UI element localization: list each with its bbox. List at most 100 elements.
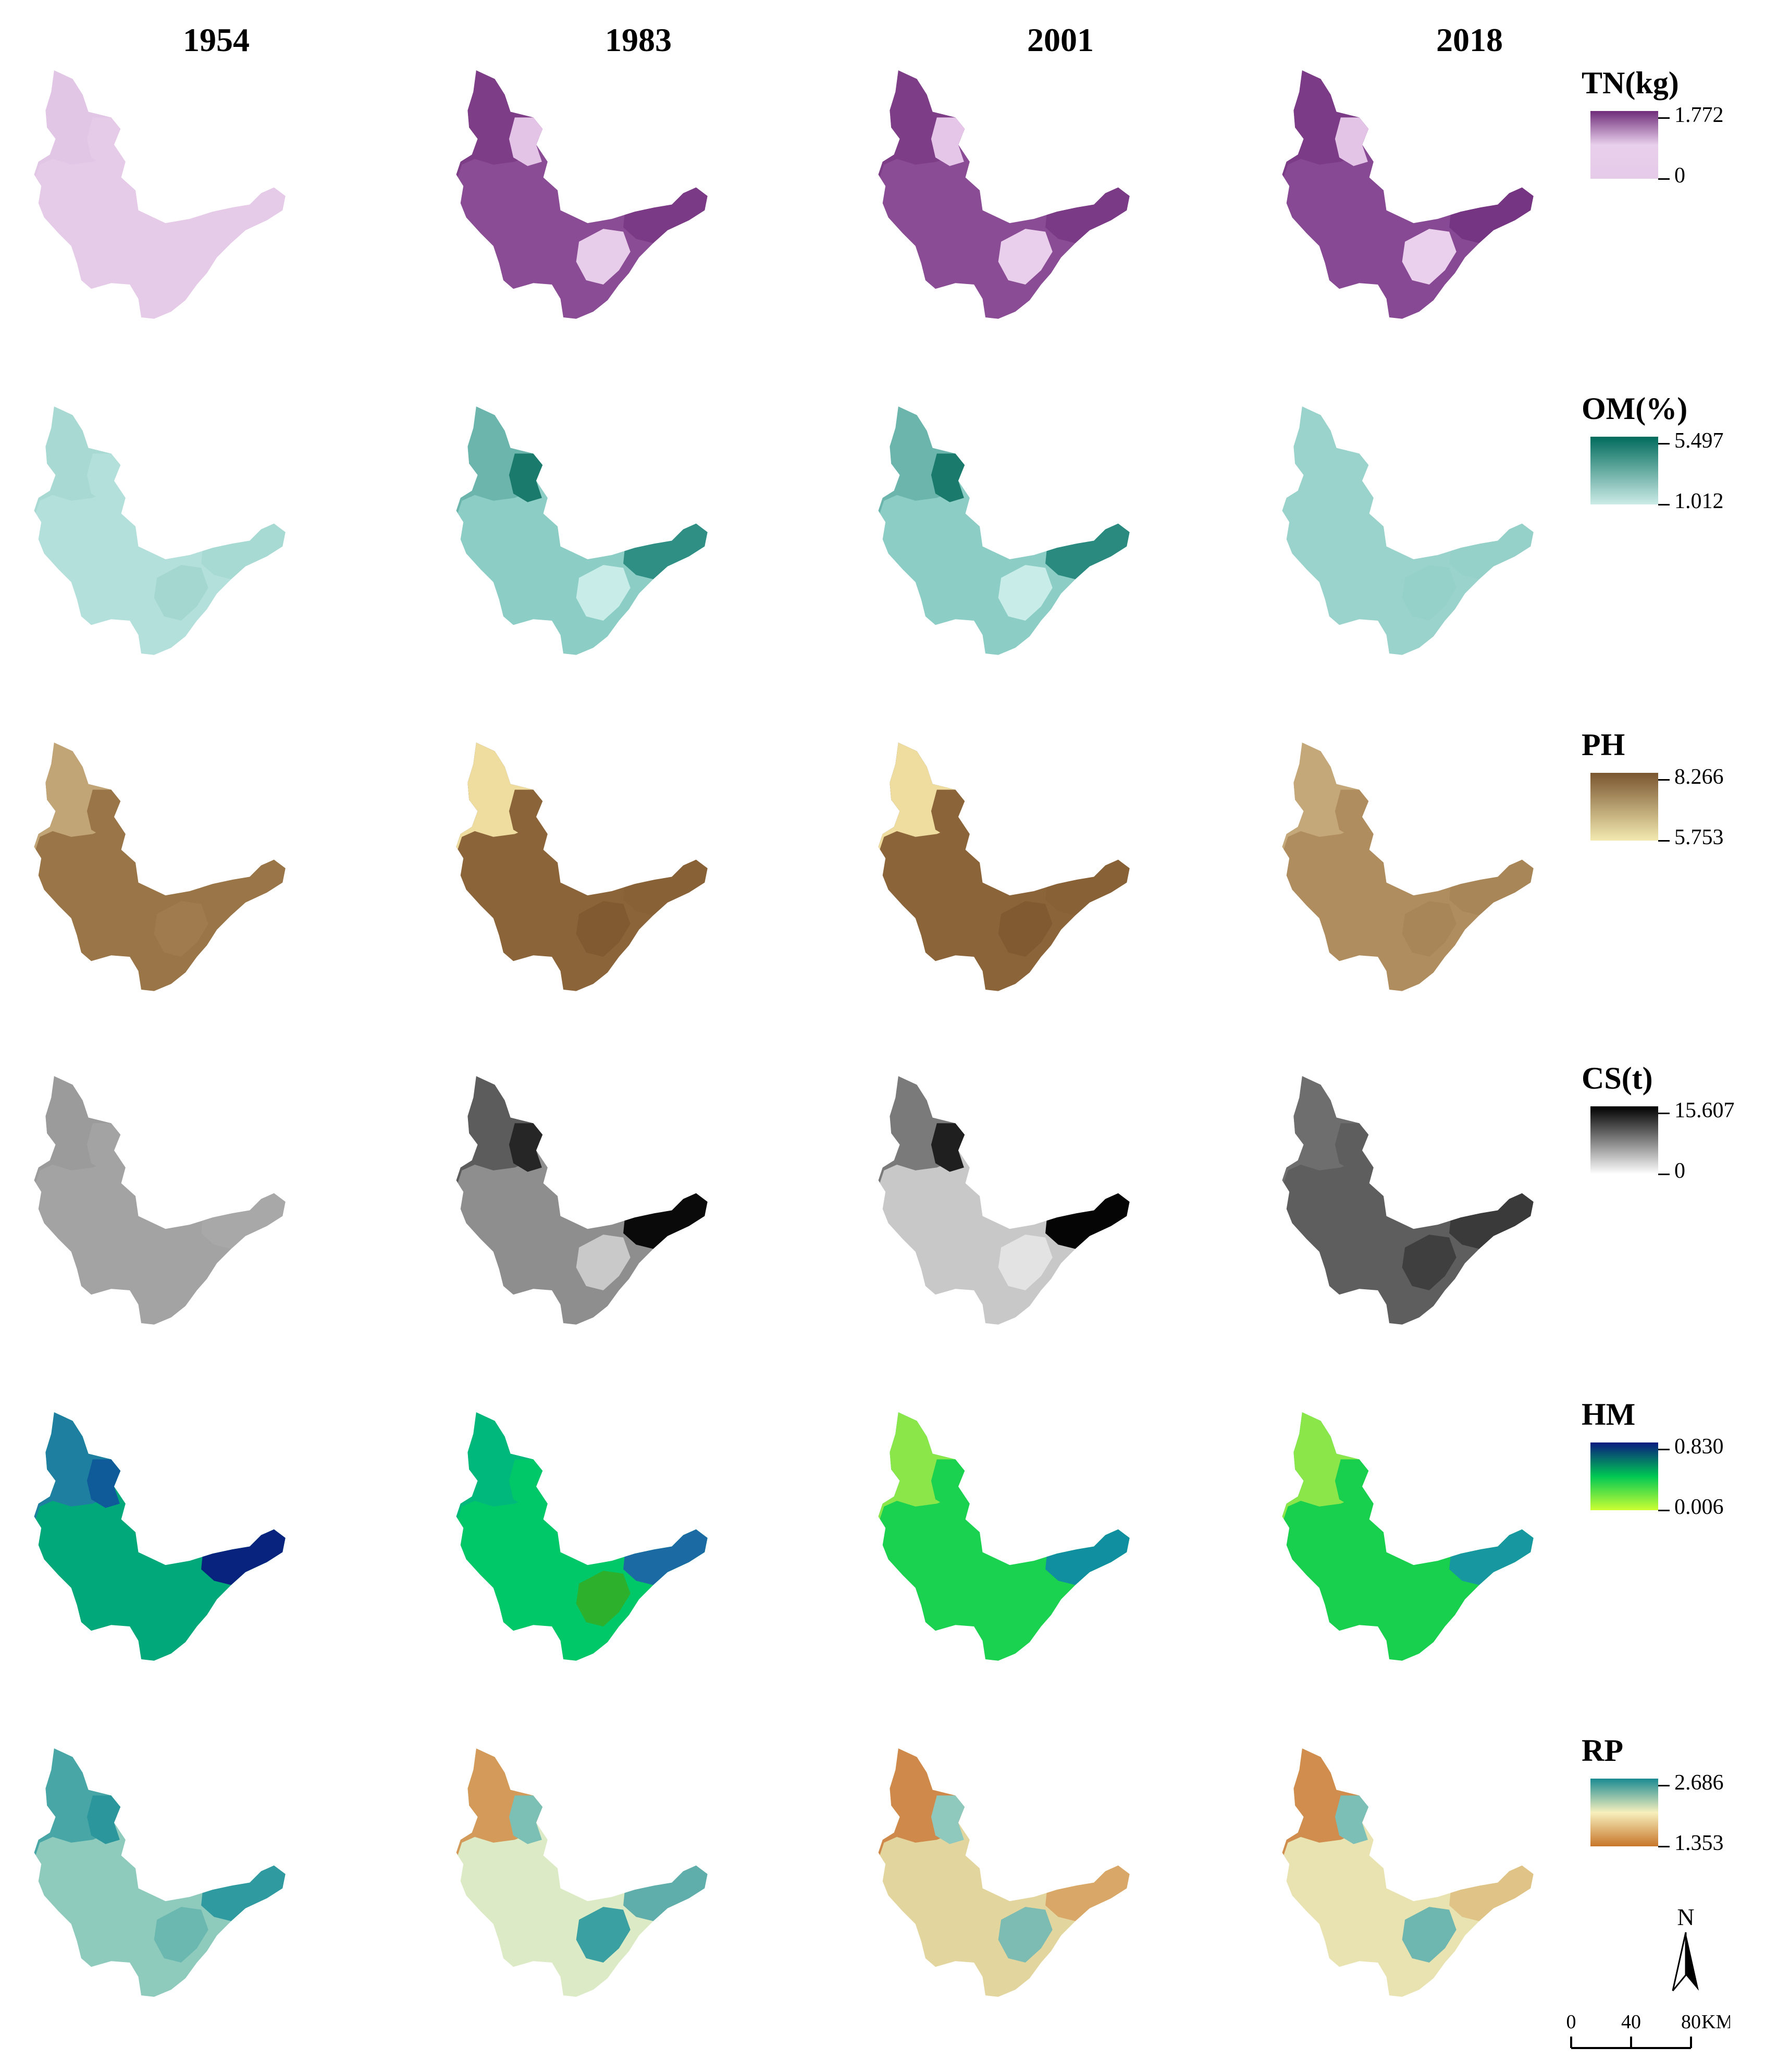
region-east (623, 1193, 708, 1249)
region-south (998, 565, 1053, 621)
legend-color-ramp (1590, 1106, 1658, 1174)
region-core (1335, 1123, 1369, 1172)
region-south (154, 1907, 208, 1963)
region-south (1402, 901, 1457, 957)
map-cs-1954 (34, 1076, 286, 1325)
legend-max-label: 0.830 (1674, 1435, 1724, 1459)
region-core (1335, 1459, 1369, 1508)
legend-tick-max (1658, 1113, 1670, 1114)
region-east (1449, 187, 1534, 243)
north-arrow-right-half (1686, 1932, 1699, 1991)
region-core (509, 453, 543, 502)
map-tn-2018 (1282, 70, 1534, 319)
region-south (998, 1235, 1053, 1290)
region-core (931, 790, 965, 838)
region-core (931, 1123, 965, 1172)
region-east (1045, 1865, 1130, 1921)
region-core (509, 1123, 543, 1172)
region-core (1335, 1795, 1369, 1844)
region-south (154, 1571, 208, 1626)
region-south (576, 565, 631, 621)
legend-title: TN(kg) (1582, 66, 1679, 100)
region-east (1449, 523, 1534, 579)
region-south (1402, 1235, 1457, 1290)
map-om-2018 (1282, 406, 1534, 655)
legend-max-label: 5.497 (1674, 429, 1724, 453)
north-arrow-left-half (1672, 1932, 1687, 1991)
region-east (623, 1529, 708, 1585)
map-hm-2001 (878, 1412, 1130, 1661)
region-east (1449, 859, 1534, 916)
region-core (931, 1459, 965, 1508)
region-south (576, 1571, 631, 1626)
legend-min-label: 1.012 (1674, 489, 1724, 513)
region-east (623, 1865, 708, 1921)
region-south (576, 229, 631, 285)
map-cs-2001 (878, 1076, 1130, 1325)
map-rp-1954 (34, 1748, 286, 1997)
map-cs-1983 (456, 1076, 708, 1325)
legend-tick-max (1658, 1449, 1670, 1450)
map-ph-1983 (456, 743, 708, 991)
region-core (1335, 790, 1369, 838)
region-core (509, 117, 543, 166)
legend-tick-min (1658, 1174, 1670, 1175)
region-core (1335, 453, 1369, 502)
map-rp-1983 (456, 1748, 708, 1997)
map-rp-2001 (878, 1748, 1130, 1997)
year-header-1954: 1954 (183, 21, 250, 58)
region-core (87, 453, 121, 502)
legend-title: OM(%) (1582, 391, 1688, 426)
year-header-1983: 1983 (605, 21, 672, 58)
region-south (1402, 1907, 1457, 1963)
region-south (998, 901, 1053, 957)
legend-color-ramp (1590, 1442, 1658, 1510)
region-core (87, 1459, 121, 1508)
map-tn-1983 (456, 70, 708, 319)
region-east (1045, 1529, 1130, 1585)
region-east (623, 187, 708, 243)
region-south (154, 1235, 208, 1290)
region-core (87, 1123, 121, 1172)
region-south (998, 1571, 1053, 1626)
scale-bar: 0 40 80 KM (1558, 1996, 1733, 2058)
region-south (576, 1907, 631, 1963)
legend-tick-min (1658, 504, 1670, 505)
region-east (1045, 187, 1130, 243)
map-rp-2018 (1282, 1748, 1534, 1997)
region-east (1045, 1193, 1130, 1249)
region-south (1402, 565, 1457, 621)
map-om-1983 (456, 406, 708, 655)
legend-min-label: 5.753 (1674, 825, 1724, 849)
region-east (201, 1865, 286, 1921)
legend-tick-min (1658, 840, 1670, 842)
region-core (87, 117, 121, 166)
region-east (1045, 523, 1130, 579)
legend-tick-max (1658, 117, 1670, 119)
region-core (509, 1795, 543, 1844)
region-east (623, 859, 708, 916)
legend-max-label: 8.266 (1674, 765, 1724, 789)
year-header-2001: 2001 (1027, 21, 1094, 58)
north-arrow: N (1662, 1902, 1709, 1996)
map-ph-2018 (1282, 743, 1534, 991)
region-south (998, 1907, 1053, 1963)
legend-tick-min (1658, 1846, 1670, 1847)
region-east (1449, 1193, 1534, 1249)
legend-min-label: 0 (1674, 164, 1685, 188)
scale-label-40: 40 (1621, 2011, 1641, 2033)
region-east (623, 523, 708, 579)
legend-tick-max (1658, 443, 1670, 445)
legend-max-label: 2.686 (1674, 1771, 1724, 1795)
region-core (509, 1459, 543, 1508)
map-hm-1983 (456, 1412, 708, 1661)
legend-color-ramp (1590, 437, 1658, 504)
map-cs-2018 (1282, 1076, 1534, 1325)
region-east (1449, 1529, 1534, 1585)
region-east (201, 187, 286, 243)
region-core (87, 790, 121, 838)
region-south (154, 565, 208, 621)
legend-title: CS(t) (1582, 1061, 1653, 1095)
map-hm-2018 (1282, 1412, 1534, 1661)
legend-color-ramp (1590, 773, 1658, 841)
